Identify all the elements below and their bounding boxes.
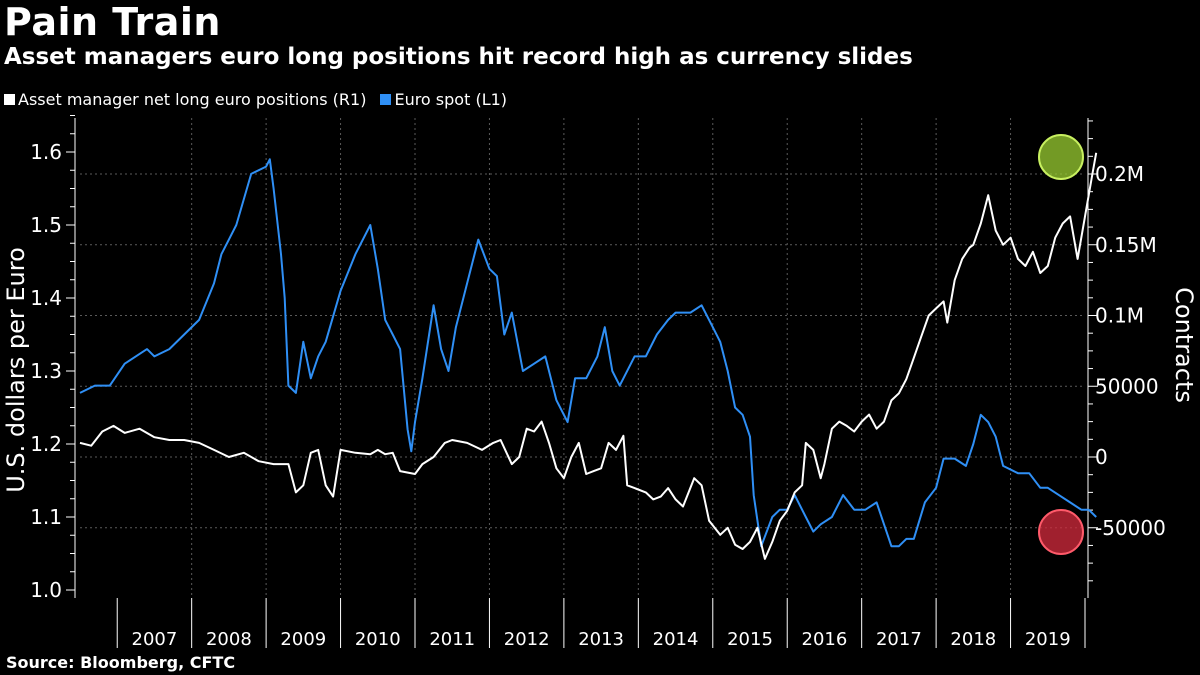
right-axis-title: Contracts bbox=[1170, 287, 1198, 403]
series-line-net-long-positions bbox=[79, 152, 1098, 560]
left-tick-label: 1.0 bbox=[30, 578, 62, 602]
left-axis: 1.0 1.1 1.2 1.3 1.4 1.5 1.6 bbox=[30, 115, 76, 602]
legend-label-positions: Asset manager net long euro positions (R… bbox=[18, 90, 367, 109]
legend-swatch-positions bbox=[4, 94, 15, 105]
right-tick-label: -50000 bbox=[1095, 516, 1166, 540]
currency-low-highlight bbox=[1038, 509, 1084, 555]
x-tick-label: 2013 bbox=[578, 629, 624, 650]
left-tick-label: 1.4 bbox=[30, 286, 62, 310]
x-tick-label: 2007 bbox=[132, 629, 178, 650]
right-tick-label: 0.1M bbox=[1095, 304, 1144, 328]
source-note: Source: Bloomberg, CFTC bbox=[6, 653, 236, 672]
series-layer bbox=[79, 152, 1098, 560]
highlights bbox=[1038, 134, 1084, 555]
right-tick-label: 0.2M bbox=[1095, 162, 1144, 186]
right-tick-label: 50000 bbox=[1095, 374, 1159, 398]
x-tick-label: 2008 bbox=[206, 629, 252, 650]
record-high-highlight bbox=[1038, 134, 1084, 180]
x-tick-label: 2015 bbox=[727, 629, 773, 650]
x-tick-label: 2017 bbox=[876, 629, 922, 650]
legend-item-positions: Asset manager net long euro positions (R… bbox=[4, 90, 366, 109]
left-tick-label: 1.3 bbox=[30, 359, 62, 383]
legend-swatch-euro bbox=[380, 94, 392, 105]
x-tick-label: 2016 bbox=[802, 629, 848, 650]
left-tick-label: 1.2 bbox=[30, 432, 62, 456]
left-tick-label: 1.6 bbox=[30, 140, 62, 164]
left-tick-label: 1.5 bbox=[30, 213, 62, 237]
x-tick-label: 2010 bbox=[355, 629, 401, 650]
legend-item-euro: Euro spot (L1) bbox=[380, 90, 507, 109]
legend: Asset manager net long euro positions (R… bbox=[4, 90, 507, 109]
x-tick-label: 2012 bbox=[504, 629, 550, 650]
right-tick-label: 0.15M bbox=[1095, 233, 1157, 257]
chart-title: Pain Train bbox=[4, 0, 221, 44]
right-tick-label: 0 bbox=[1095, 445, 1108, 469]
left-tick-label: 1.1 bbox=[30, 505, 62, 529]
left-axis-title: U.S. dollars per Euro bbox=[2, 247, 30, 493]
chart-subtitle: Asset managers euro long positions hit r… bbox=[4, 44, 913, 70]
x-tick-label: 2014 bbox=[653, 629, 699, 650]
x-axis: 2007 2008 2009 2010 2011 2012 2013 2014 2015 2016… bbox=[116, 598, 1086, 650]
series-line-euro-spot bbox=[79, 158, 1097, 548]
grid-lines bbox=[80, 118, 1085, 598]
x-tick-label: 2011 bbox=[429, 629, 475, 650]
x-tick-label: 2018 bbox=[950, 629, 996, 650]
legend-label-euro: Euro spot (L1) bbox=[394, 90, 508, 109]
x-tick-label: 2019 bbox=[1025, 629, 1071, 650]
x-tick-label: 2009 bbox=[280, 629, 326, 650]
right-axis: -50000 0 50000 0.1M 0.15M 0.2M bbox=[1087, 118, 1166, 598]
